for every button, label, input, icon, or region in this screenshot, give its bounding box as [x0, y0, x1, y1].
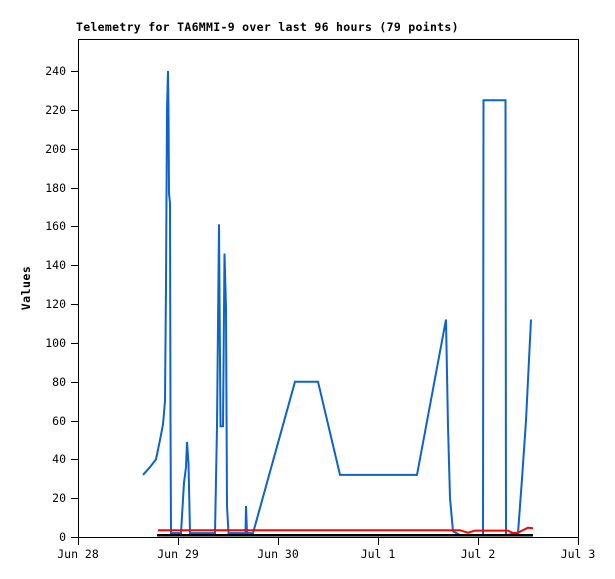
y-tick-label: 160: [45, 219, 66, 233]
y-tick-label: 180: [45, 181, 66, 195]
chart-title: Telemetry for TA6MMI-9 over last 96 hour…: [76, 20, 459, 34]
data-series: [142, 70, 534, 537]
y-tick-label: 120: [45, 297, 66, 311]
y-tick-label: 220: [45, 103, 66, 117]
telemetry-channel-blue-line: [142, 70, 532, 537]
x-tick-label: Jul 1: [361, 547, 396, 561]
y-tick-label: 80: [52, 375, 66, 389]
y-axis-title: Values: [19, 266, 33, 311]
x-tick-label: Jun 30: [257, 547, 299, 561]
y-tick-label: 200: [45, 142, 66, 156]
axis-ticks: [71, 71, 579, 545]
y-tick-label: 140: [45, 258, 66, 272]
y-tick-label: 40: [52, 452, 66, 466]
plot-frame: [78, 39, 579, 538]
telemetry-channel-red-line: [158, 526, 534, 535]
x-tick-label: Jun 28: [57, 547, 99, 561]
y-tick-label: 0: [59, 530, 66, 544]
x-tick-label: Jul 2: [461, 547, 496, 561]
plot-border: [78, 39, 579, 538]
x-tick-label: Jun 29: [157, 547, 199, 561]
y-tick-label: 240: [45, 64, 66, 78]
y-tick-label: 20: [52, 491, 66, 505]
axis-tick-labels: Jun 28 Jun 29 Jun 30 Jul 1 Jul 2 Jul 3 0 20 40 60…: [45, 64, 595, 561]
x-tick-label: Jul 3: [561, 547, 596, 561]
y-tick-label: 100: [45, 336, 66, 350]
y-tick-label: 60: [52, 414, 66, 428]
